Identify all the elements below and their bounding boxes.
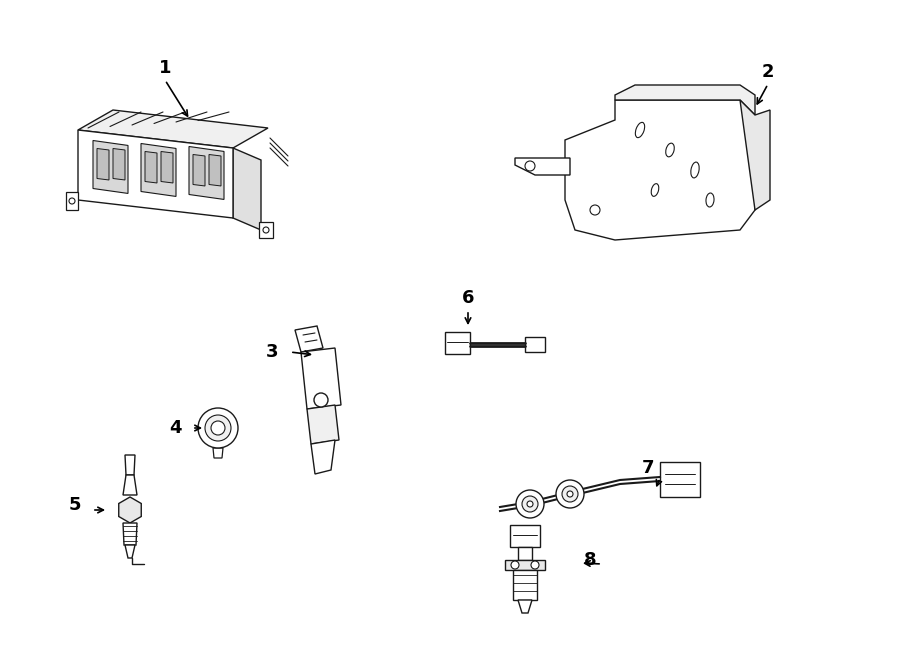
Polygon shape [193,155,205,186]
Polygon shape [510,525,540,547]
Polygon shape [505,560,545,570]
Text: 6: 6 [462,289,474,307]
Polygon shape [93,141,128,194]
Polygon shape [141,143,176,196]
Polygon shape [145,151,157,183]
Circle shape [590,205,600,215]
Ellipse shape [666,143,674,157]
Circle shape [205,415,231,441]
Circle shape [562,486,578,502]
Polygon shape [119,497,141,523]
Circle shape [522,496,538,512]
Ellipse shape [635,122,644,137]
Polygon shape [660,462,700,497]
Polygon shape [301,348,341,409]
Polygon shape [125,455,135,475]
Polygon shape [740,100,770,210]
Ellipse shape [691,162,699,178]
Circle shape [511,561,519,569]
Circle shape [516,490,544,518]
Circle shape [527,501,533,507]
Polygon shape [615,85,755,115]
Circle shape [314,393,328,407]
Text: 7: 7 [642,459,654,477]
Text: 4: 4 [169,419,181,437]
Text: 3: 3 [266,343,278,361]
Circle shape [198,408,238,448]
Circle shape [525,161,535,171]
Circle shape [567,491,573,497]
Polygon shape [525,337,545,352]
Polygon shape [97,149,109,180]
Polygon shape [515,158,570,175]
Polygon shape [259,222,273,238]
Circle shape [531,561,539,569]
Polygon shape [295,326,323,352]
Polygon shape [78,110,268,148]
Polygon shape [513,570,537,600]
Polygon shape [307,405,339,444]
Polygon shape [233,148,261,230]
Polygon shape [161,151,173,183]
Polygon shape [113,149,125,180]
Text: 1: 1 [158,59,171,77]
Polygon shape [209,155,221,186]
Polygon shape [125,545,135,558]
Polygon shape [78,130,233,218]
Text: 2: 2 [761,63,774,81]
Polygon shape [66,192,78,210]
Circle shape [556,480,584,508]
Polygon shape [213,448,223,458]
Polygon shape [445,332,470,354]
Circle shape [211,421,225,435]
Ellipse shape [652,184,659,196]
Polygon shape [518,547,532,560]
Circle shape [263,227,269,233]
Text: 8: 8 [584,551,597,569]
Circle shape [69,198,75,204]
Polygon shape [123,475,137,495]
Polygon shape [189,147,224,200]
Polygon shape [565,100,755,240]
Polygon shape [123,523,137,545]
Polygon shape [311,440,335,474]
Ellipse shape [706,193,714,207]
Polygon shape [518,600,532,613]
Text: 5: 5 [68,496,81,514]
